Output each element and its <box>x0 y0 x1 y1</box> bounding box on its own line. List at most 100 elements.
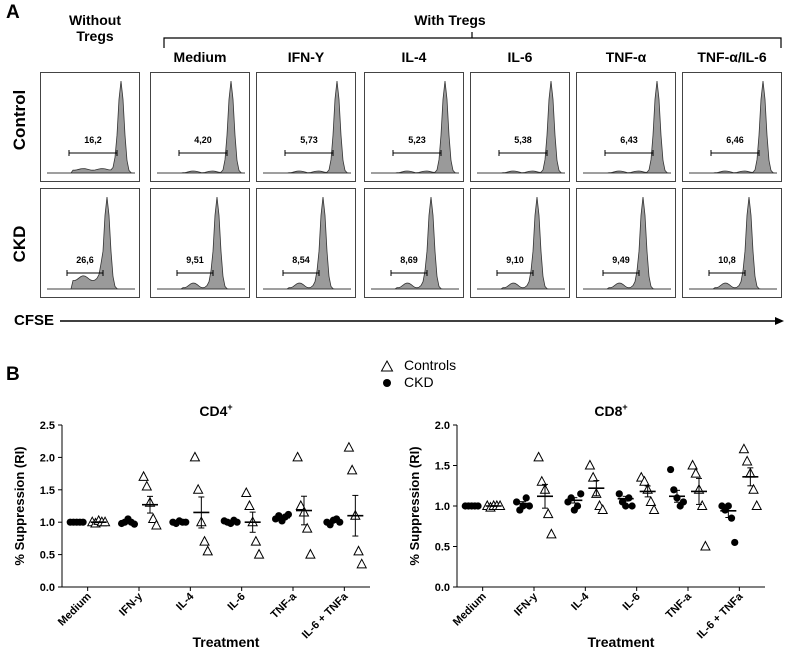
histogram-peak <box>477 196 565 290</box>
controls-point <box>250 535 262 546</box>
cfse-arrow <box>60 317 784 325</box>
controls-point <box>645 495 657 506</box>
ckd-point <box>622 502 630 510</box>
histogram-peak <box>47 80 135 174</box>
controls-point <box>597 503 609 515</box>
gate-marker <box>604 150 654 156</box>
controls-point <box>292 451 303 462</box>
gate-percentage: 9,51 <box>186 255 204 265</box>
cfse-histogram: 9,51 <box>150 188 250 298</box>
controls-point <box>141 480 153 491</box>
gate-marker <box>602 270 640 276</box>
gate-marker <box>392 150 442 156</box>
gate-marker <box>68 150 118 156</box>
histogram-peak <box>371 80 459 174</box>
x-tick-label: IL-4 <box>569 590 592 613</box>
controls-point <box>189 451 201 462</box>
gate-percentage: 6,46 <box>726 135 744 145</box>
histogram-peak <box>263 196 351 290</box>
with-tregs-label: With Tregs <box>414 12 486 28</box>
controls-point <box>301 522 313 533</box>
gate-marker <box>66 270 104 276</box>
ckd-point <box>522 494 530 502</box>
histogram-peak <box>263 80 351 174</box>
controls-point <box>244 499 255 510</box>
ckd-point <box>615 490 623 498</box>
controls-point <box>253 548 265 559</box>
controls-point <box>356 558 368 569</box>
panel-b-letter: B <box>6 364 20 385</box>
x-tick-label: TNF-a <box>664 590 695 621</box>
ckd-point <box>625 494 633 502</box>
histogram-peak <box>583 196 671 290</box>
controls-point <box>295 499 307 510</box>
histogram-peak <box>477 80 565 174</box>
x-tick-label: IFN-y <box>512 590 541 619</box>
controls-point <box>151 519 162 530</box>
x-tick-label: Medium <box>56 590 94 628</box>
legend: Controls CKD <box>380 357 490 393</box>
controls-point <box>192 483 204 494</box>
gate-percentage: 5,38 <box>514 135 532 145</box>
y-tick-label: 1.5 <box>40 485 55 497</box>
controls-point <box>353 545 364 556</box>
treatment-header: IL-6 <box>507 49 533 65</box>
y-axis-label: % Suppression (RI) <box>407 446 422 565</box>
x-tick-label: Medium <box>451 590 489 628</box>
controls-point <box>533 451 544 462</box>
treatment-header: Medium <box>173 49 227 65</box>
treatment-header: IFN-Y <box>287 49 325 65</box>
panel-a-letter: A <box>6 2 20 23</box>
gate-marker <box>708 270 746 276</box>
controls-point <box>639 475 650 486</box>
gate-marker <box>496 270 534 276</box>
gate-marker <box>390 270 428 276</box>
controls-point <box>648 503 660 515</box>
x-tick-label: IL-6 <box>620 591 642 613</box>
controls-point <box>584 459 596 470</box>
gate-percentage: 4,20 <box>194 135 212 145</box>
x-axis-label: Treatment <box>193 634 260 650</box>
y-tick-label: 1.5 <box>435 461 450 473</box>
ckd-point <box>727 514 736 522</box>
controls-point <box>700 540 711 551</box>
y-tick-label: 2.5 <box>40 420 55 432</box>
cfse-histogram: 8,54 <box>256 188 356 298</box>
legend-triangle-icon <box>380 359 394 372</box>
without-tregs-label: Without Tregs <box>69 12 121 44</box>
histogram-peak <box>371 196 459 290</box>
controls-point <box>741 455 753 466</box>
histogram-peak <box>689 80 777 174</box>
ckd-point <box>667 465 675 474</box>
gate-percentage: 9,49 <box>612 255 630 265</box>
histogram-peak <box>47 196 135 290</box>
controls-point <box>305 548 316 559</box>
controls-point <box>536 475 548 486</box>
controls-point <box>147 512 159 523</box>
y-tick-label: 0.0 <box>40 582 55 594</box>
row-label-ckd: CKD <box>10 225 29 263</box>
cfse-histogram: 5,23 <box>364 72 464 182</box>
controls-point <box>738 443 750 454</box>
gate-percentage: 26,6 <box>76 255 94 265</box>
x-tick-label: IL-6 + TNFa <box>300 590 351 641</box>
gate-percentage: 9,10 <box>506 255 524 265</box>
controls-point <box>587 471 599 482</box>
controls-point <box>751 499 763 510</box>
x-tick-label: IL-6 <box>225 591 247 613</box>
controls-point <box>343 441 355 452</box>
cfse-histogram: 16,2 <box>40 72 140 182</box>
cfse-histogram: 5,73 <box>256 72 356 182</box>
gate-marker <box>710 150 760 156</box>
y-tick-label: 0.5 <box>40 550 55 562</box>
gate-marker <box>176 270 214 276</box>
histogram-peak <box>689 196 777 290</box>
cfse-histogram: 9,10 <box>470 188 570 298</box>
legend-controls-label: Controls <box>404 357 457 373</box>
with-tregs-bracket <box>163 32 782 48</box>
cfse-label: CFSE <box>14 312 55 329</box>
x-tick-label: IL-4 <box>174 590 197 613</box>
y-tick-label: 2.0 <box>40 452 55 464</box>
treatment-header: TNF-α <box>605 49 647 65</box>
cfse-histogram: 8,69 <box>364 188 464 298</box>
